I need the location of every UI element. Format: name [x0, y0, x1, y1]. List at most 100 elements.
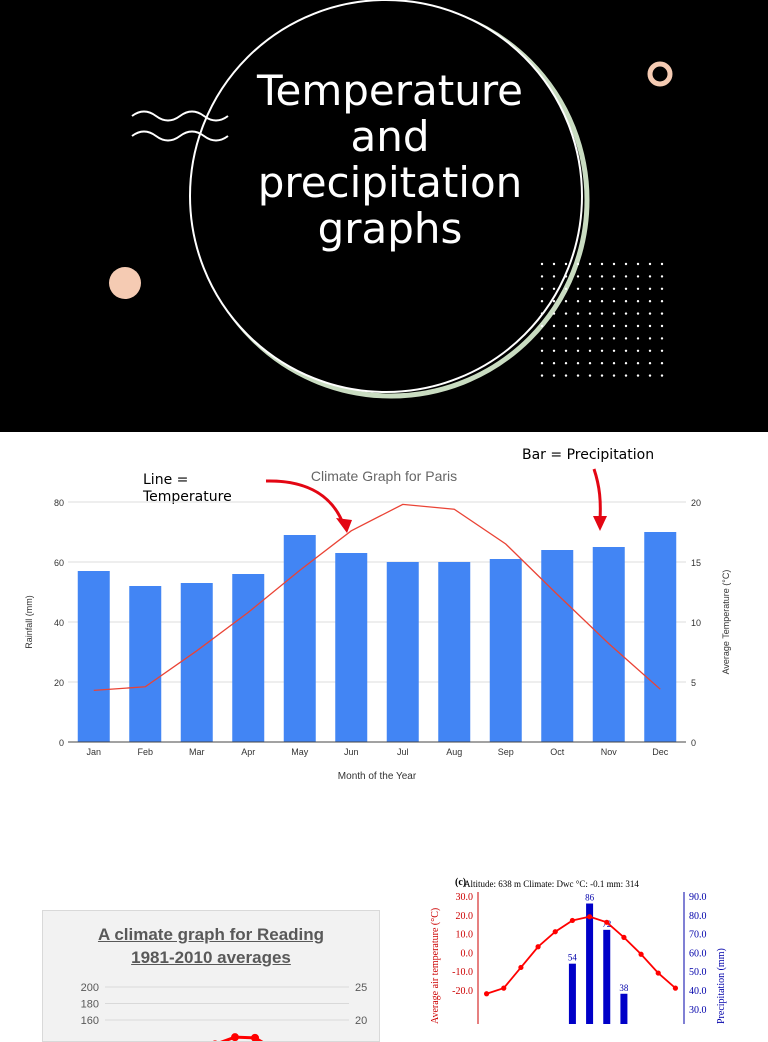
rainfall-bar: [180, 583, 213, 742]
grid-dot: [552, 324, 556, 328]
grid-dot: [600, 312, 604, 315]
arrow-to-bar: [592, 468, 602, 521]
grid-dot: [564, 324, 568, 328]
title-line: graphs: [317, 204, 463, 253]
precip-tick-label: 60.0: [689, 948, 707, 959]
grid-dot: [540, 262, 544, 266]
precip-tick-label: 50.0: [689, 967, 707, 978]
paris-climate-chart: 0 20 40 60 80 0 5 10 15 20 Jan Feb Mar Apr May Jun Jul Au…: [24, 468, 731, 782]
rainfall-bar: [386, 562, 419, 742]
precip-bar-label: 86: [585, 893, 595, 903]
grid-dot: [624, 337, 628, 340]
grid-dot: [564, 262, 568, 266]
grid-dot: [564, 300, 568, 303]
x-tick-label: May: [291, 747, 309, 757]
reading-chart-plot: 200 180 160 25 20: [81, 982, 367, 1041]
y2-tick-label: 20: [691, 498, 701, 508]
grid-dot: [588, 275, 592, 278]
temperature-point: [655, 970, 661, 976]
rainfall-bar: [129, 586, 162, 742]
precip-tick-label: 80.0: [689, 911, 707, 922]
temp-tick-label: 0.0: [461, 948, 474, 959]
grid-dot: [552, 300, 556, 303]
grid-dot: [660, 300, 664, 303]
temp-tick-label: -10.0: [452, 967, 473, 978]
y-tick-label: 60: [54, 558, 64, 568]
grid-dot: [600, 300, 604, 303]
grid-dot: [648, 287, 652, 290]
grid-dot: [576, 349, 580, 352]
precip-tick-label: 70.0: [689, 930, 707, 941]
precip-bar: [603, 929, 611, 1024]
grid-dot: [612, 324, 616, 328]
reading-temperature-point: [212, 1040, 218, 1041]
grid-dot: [624, 275, 628, 278]
line-annotation: Line = Temperature: [143, 472, 232, 506]
grid-dot: [660, 362, 664, 365]
precip-bar: [568, 963, 576, 1024]
grid-dot: [636, 275, 640, 278]
x-tick-label: Jul: [397, 747, 409, 757]
reading-right-tick: 25: [355, 982, 367, 994]
temperature-point: [586, 914, 593, 920]
grid-dot: [588, 312, 592, 315]
grid-dot: [636, 287, 640, 290]
temperature-point: [483, 991, 490, 997]
x-tick-label: Sep: [498, 747, 514, 757]
grid-dot: [600, 374, 604, 377]
precip-bar-label: 38: [619, 983, 629, 993]
grid-dot: [552, 262, 556, 266]
temperature-line: [93, 503, 661, 692]
rainfall-bar: [77, 571, 110, 742]
y-axis-label: Rainfall (mm): [24, 595, 34, 649]
y-tick-label: 40: [54, 618, 64, 628]
grid-dot: [540, 324, 544, 328]
reading-temperature-line: [220, 1035, 264, 1041]
x-tick-label: Nov: [601, 747, 618, 757]
climate-header: Altitude: 638 m Climate: Dwc °C: -0.1 mm…: [464, 879, 639, 889]
wave-line-top: [131, 110, 229, 122]
grid-dot: [612, 275, 616, 278]
temperature-point: [501, 985, 507, 991]
wave-line-bottom: [131, 130, 229, 142]
grid-dot: [648, 324, 652, 328]
dwc-climate-chart: (c)Altitude: 638 m Climate: Dwc °C: -0.1…: [430, 877, 727, 1024]
temp-tick-label: 20.0: [456, 911, 474, 922]
title-line: and: [350, 112, 430, 161]
grid-dot: [612, 300, 616, 303]
reading-chart-title: A climate graph for Reading 1981-2010 av…: [43, 923, 379, 969]
grid-dot: [540, 312, 544, 315]
rainfall-bar: [232, 574, 265, 742]
grid-dot: [636, 374, 640, 377]
y2-tick-label: 10: [691, 618, 701, 628]
grid-dot: [564, 312, 568, 315]
grid-dot: [648, 337, 652, 340]
grid-dot: [540, 362, 544, 365]
grid-dot: [648, 349, 652, 352]
reading-right-tick: 20: [355, 1015, 367, 1027]
grid-dot: [552, 337, 556, 340]
x-tick-label: Dec: [652, 747, 669, 757]
slide-decoration: [109, 0, 673, 399]
reading-left-tick: 200: [81, 982, 99, 994]
temperature-point: [552, 929, 558, 935]
y2-tick-label: 15: [691, 558, 701, 568]
grid-dot: [624, 262, 628, 266]
precip-tick-label: 30.0: [689, 1005, 707, 1016]
precip-axis-label: Precipitation (mm): [716, 948, 727, 1024]
grid-dot: [588, 287, 592, 290]
grid-dot: [660, 262, 664, 266]
grid-dot: [648, 300, 652, 303]
grid-dot: [588, 324, 592, 328]
arrow-head: [336, 518, 352, 533]
grid-dot: [600, 337, 604, 340]
line-annotation-line1: Line =: [143, 472, 189, 488]
reading-title-line: A climate graph for Reading: [97, 925, 325, 944]
grid-dot: [600, 262, 604, 266]
grid-dot: [552, 287, 556, 290]
grid-dot: [576, 300, 580, 303]
x-tick-label: Oct: [550, 747, 565, 757]
white-ring: [189, 0, 583, 393]
grid-dot: [624, 362, 628, 365]
y-tick-label: 20: [54, 678, 64, 688]
